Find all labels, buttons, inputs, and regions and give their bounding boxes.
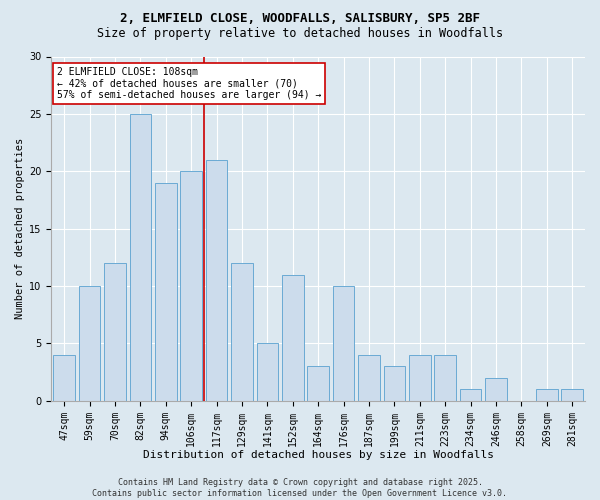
Bar: [130, 114, 151, 401]
Bar: [383, 366, 405, 401]
Y-axis label: Number of detached properties: Number of detached properties: [15, 138, 25, 320]
Bar: [409, 355, 431, 401]
Bar: [536, 390, 557, 401]
Bar: [231, 263, 253, 401]
Bar: [79, 286, 100, 401]
Bar: [562, 390, 583, 401]
Bar: [181, 172, 202, 401]
Text: 2, ELMFIELD CLOSE, WOODFALLS, SALISBURY, SP5 2BF: 2, ELMFIELD CLOSE, WOODFALLS, SALISBURY,…: [120, 12, 480, 26]
Bar: [307, 366, 329, 401]
Bar: [434, 355, 456, 401]
Text: 2 ELMFIELD CLOSE: 108sqm
← 42% of detached houses are smaller (70)
57% of semi-d: 2 ELMFIELD CLOSE: 108sqm ← 42% of detach…: [57, 67, 321, 100]
Bar: [485, 378, 507, 401]
Bar: [460, 390, 481, 401]
Bar: [257, 344, 278, 401]
Text: Size of property relative to detached houses in Woodfalls: Size of property relative to detached ho…: [97, 28, 503, 40]
Bar: [358, 355, 380, 401]
Bar: [206, 160, 227, 401]
Text: Contains HM Land Registry data © Crown copyright and database right 2025.
Contai: Contains HM Land Registry data © Crown c…: [92, 478, 508, 498]
X-axis label: Distribution of detached houses by size in Woodfalls: Distribution of detached houses by size …: [143, 450, 494, 460]
Bar: [155, 183, 176, 401]
Bar: [53, 355, 75, 401]
Bar: [282, 274, 304, 401]
Bar: [104, 263, 126, 401]
Bar: [333, 286, 355, 401]
